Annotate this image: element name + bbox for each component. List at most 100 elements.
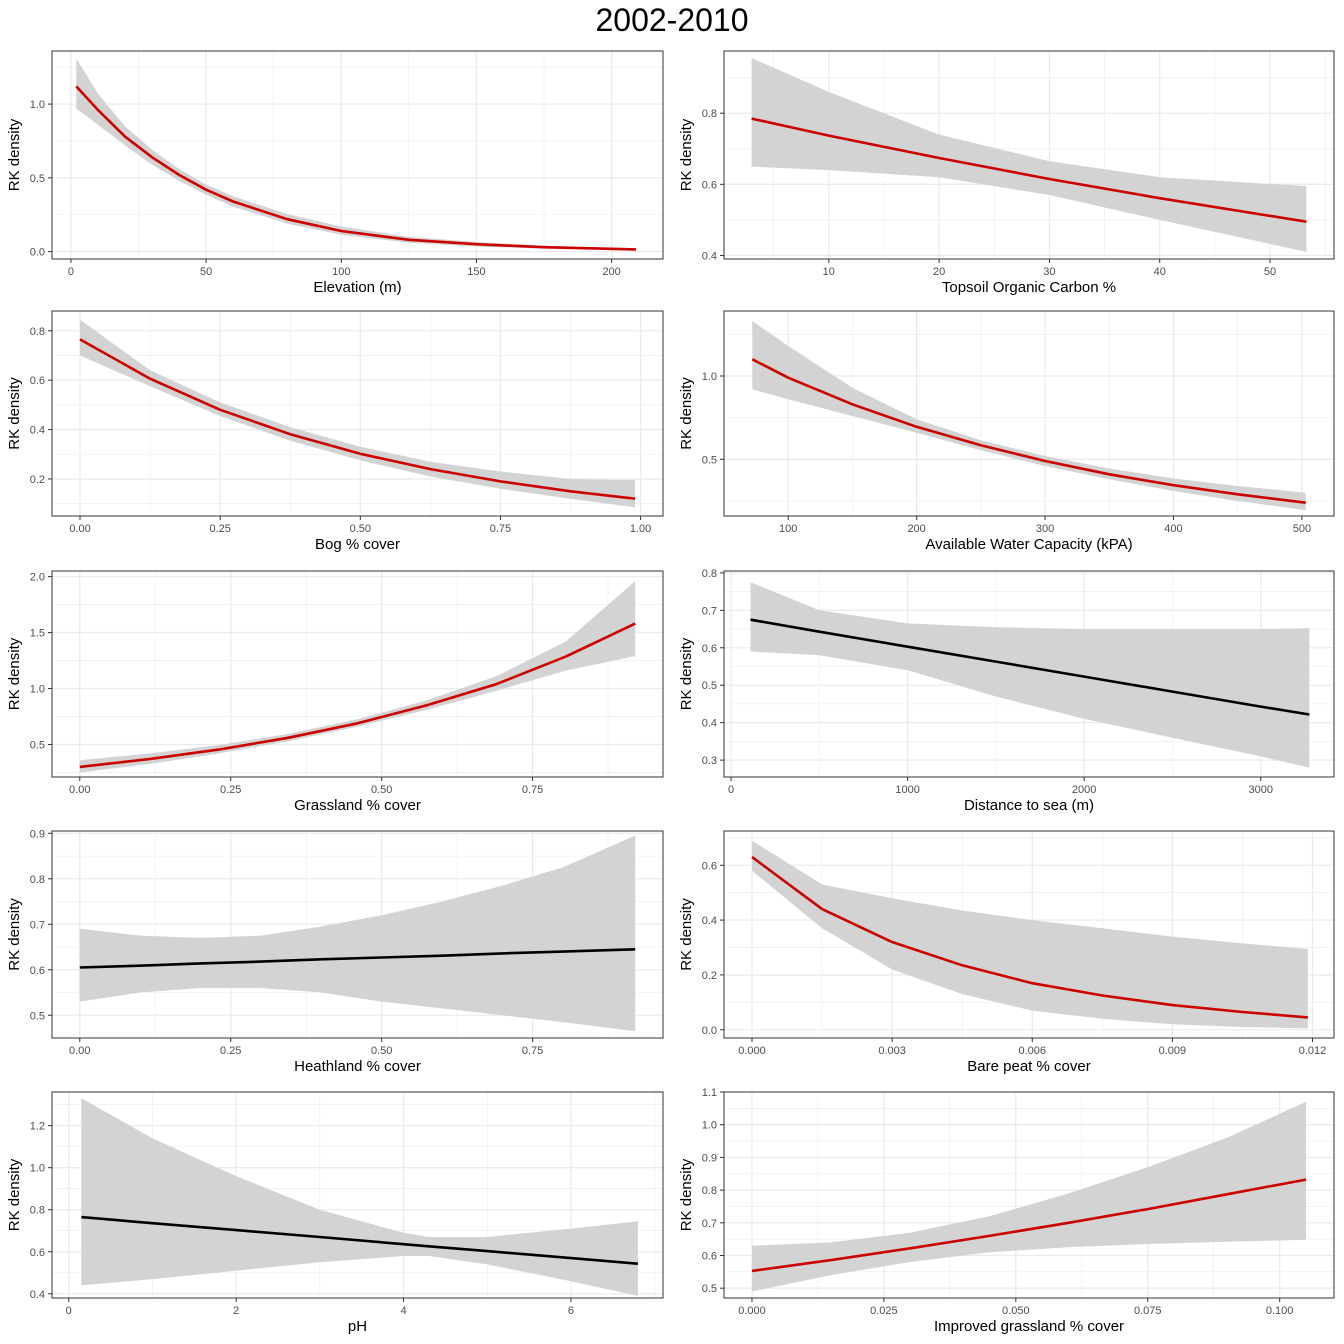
panel-border [723, 570, 1335, 778]
y-tick-label: 0.0 [30, 247, 45, 259]
fitted-line [81, 1215, 639, 1265]
x-tick-label: 0 [728, 784, 734, 796]
fitted-line [750, 618, 1310, 716]
x-axis-title: Grassland % cover [294, 797, 421, 814]
x-tick-label: 30 [1043, 266, 1055, 278]
y-tick-label: 0.0 [702, 1025, 717, 1037]
gridlines [724, 311, 1334, 516]
y-axis-title: RK density [6, 1158, 23, 1231]
x-tick-label: 400 [1164, 523, 1182, 535]
x-tick-label: 4 [400, 1305, 406, 1317]
chart-panel-9: 0 2 4 6 0.4 0.6 0.8 1.0 1.2 pH RK density [6, 1091, 664, 1335]
gridlines [52, 571, 663, 777]
x-tick-label: 0.25 [220, 784, 241, 796]
confidence-ribbon [750, 582, 1310, 768]
y-tick-label: 0.5 [30, 1010, 45, 1022]
x-tick-label: 0.003 [878, 1045, 906, 1057]
x-tick-label: 0.50 [371, 1045, 392, 1057]
confidence-ribbon [751, 58, 1307, 252]
y-tick-label: 0.9 [30, 828, 45, 840]
x-tick-label: 200 [907, 523, 925, 535]
y-tick-label: 1.0 [30, 684, 45, 696]
y-axis-title: RK density [678, 637, 695, 710]
y-tick-label: 0.5 [702, 454, 717, 466]
x-tick-label: 0.75 [522, 784, 543, 796]
confidence-ribbon [752, 321, 1306, 511]
x-tick-label: 0.009 [1159, 1045, 1187, 1057]
x-axis-title: Distance to sea (m) [964, 797, 1094, 814]
y-tick-label: 1.2 [30, 1121, 45, 1133]
x-axis-title: Improved grassland % cover [934, 1318, 1124, 1335]
x-tick-label: 0.00 [69, 523, 90, 535]
y-tick-label: 1.0 [30, 1163, 45, 1175]
x-tick-label: 300 [1036, 523, 1054, 535]
fitted-line [79, 948, 636, 969]
x-tick-label: 2 [233, 1305, 239, 1317]
x-tick-label: 40 [1154, 266, 1166, 278]
y-tick-label: 0.9 [702, 1152, 717, 1164]
confidence-ribbon [79, 835, 636, 1032]
x-tick-label: 0 [68, 266, 74, 278]
y-axis-title: RK density [6, 637, 23, 710]
y-axis-title: RK density [678, 377, 695, 450]
chart-panel-2: 10 20 30 40 50 0.4 0.6 0.8 Topsoil Organic Carbo… [678, 50, 1335, 296]
chart-panel-4: 100 200 300 400 500 0.5 1.0 Available Water Cap… [678, 310, 1335, 553]
y-axis-title: RK density [6, 377, 23, 450]
x-tick-label: 0.012 [1299, 1045, 1327, 1057]
x-tick-label: 0.00 [69, 1045, 90, 1057]
y-tick-label: 0.4 [702, 718, 717, 730]
y-tick-label: 0.8 [702, 108, 717, 120]
x-tick-label: 0.100 [1266, 1305, 1294, 1317]
panel-border [51, 570, 664, 778]
y-tick-label: 0.7 [702, 605, 717, 617]
x-axis-title: Bare peat % cover [967, 1058, 1090, 1075]
fitted-line [751, 1178, 1307, 1273]
chart-panel-1: 0 50 100 150 200 0.0 0.5 1.0 Elevation (m) RK den… [6, 50, 664, 296]
y-axis-title: RK density [6, 118, 23, 191]
x-axis-title: Heathland % cover [294, 1058, 421, 1075]
chart-panel-7: 0.00 0.25 0.50 0.75 0.5 0.6 0.7 0.8 0.9 Heathland… [6, 828, 664, 1075]
confidence-ribbon [80, 319, 635, 508]
panel-border [723, 310, 1335, 517]
x-tick-label: 6 [568, 1305, 574, 1317]
y-tick-label: 0.6 [702, 179, 717, 191]
confidence-ribbon [81, 1098, 638, 1296]
y-tick-label: 0.6 [30, 375, 45, 387]
x-axis-title: Elevation (m) [313, 279, 401, 296]
y-tick-label: 0.2 [702, 970, 717, 982]
x-axis-title: Available Water Capacity (kPA) [925, 536, 1132, 553]
fitted-line [75, 85, 637, 251]
y-tick-label: 0.4 [30, 1289, 45, 1301]
gridlines [52, 51, 663, 259]
y-tick-label: 0.8 [702, 1185, 717, 1197]
confidence-ribbon [79, 581, 636, 773]
x-tick-label: 20 [933, 266, 945, 278]
y-tick-label: 0.2 [30, 474, 45, 486]
fitted-line [79, 622, 636, 769]
y-tick-label: 0.8 [30, 1205, 45, 1217]
x-tick-label: 10 [823, 266, 835, 278]
x-tick-label: 0.25 [209, 523, 230, 535]
y-tick-label: 0.6 [30, 1247, 45, 1259]
x-tick-label: 0.50 [371, 784, 392, 796]
chart-panel-8: 0.000 0.003 0.006 0.009 0.012 0.0 0.2 0.4 0.6 Bar… [678, 830, 1335, 1075]
confidence-ribbon [752, 840, 1308, 1029]
panel-border [723, 1091, 1335, 1299]
chart-panel-6: 0 1000 2000 3000 0.3 0.4 0.5 0.6 0.7 0.8 Distance … [678, 568, 1335, 814]
panel-border [51, 830, 664, 1039]
x-tick-label: 0.50 [350, 523, 371, 535]
fitted-line [751, 117, 1307, 223]
x-tick-label: 0.075 [1134, 1305, 1162, 1317]
x-axis-title: Topsoil Organic Carbon % [942, 279, 1116, 296]
y-tick-label: 0.6 [702, 860, 717, 872]
x-tick-label: 0.025 [870, 1305, 898, 1317]
panel-border [723, 830, 1335, 1039]
chart-panel-3: 0.00 0.25 0.50 0.75 1.00 0.2 0.4 0.6 0.8 Bog % co… [6, 310, 664, 553]
chart-panel-5: 0.00 0.25 0.50 0.75 0.5 1.0 1.5 2.0 Grassland % … [6, 570, 664, 814]
y-axis-title: RK density [6, 898, 23, 971]
panel-border [51, 50, 664, 260]
panel-border [723, 50, 1335, 260]
y-tick-label: 1.0 [702, 371, 717, 383]
y-tick-label: 0.6 [702, 643, 717, 655]
confidence-ribbon [76, 58, 637, 251]
